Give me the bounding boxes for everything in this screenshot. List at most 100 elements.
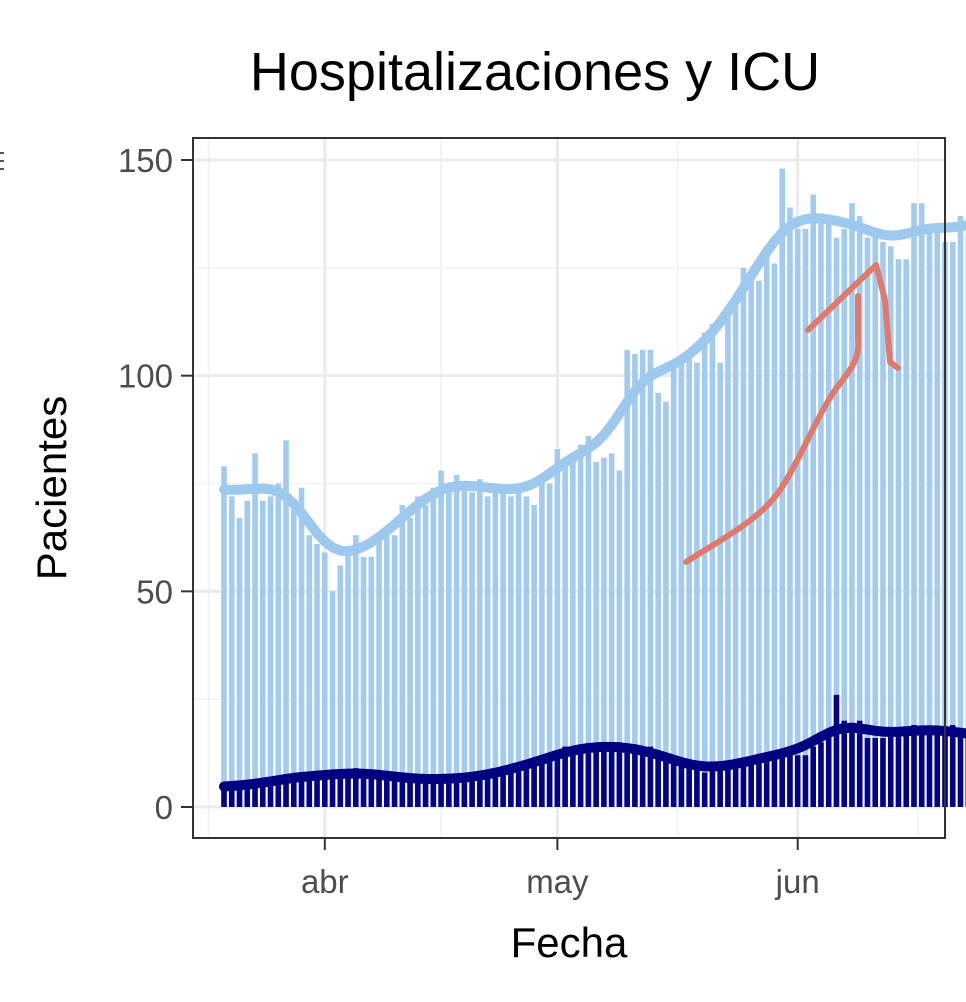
icu-bar: [477, 776, 483, 807]
icu-bar: [880, 737, 886, 807]
hospitalization-bar: [438, 470, 444, 807]
hospitalization-bar: [833, 237, 840, 807]
icu-bar: [252, 781, 258, 807]
icu-bar: [290, 776, 297, 807]
icu-bar: [236, 789, 243, 807]
icu-bar: [833, 694, 840, 807]
hospitalization-bar: [895, 259, 902, 807]
hospitalization-bar: [577, 444, 584, 807]
icu-bar: [911, 725, 917, 807]
icu-bar: [337, 772, 344, 807]
hospitalization-trend-line: [219, 213, 966, 557]
hospitalization-bar: [911, 203, 917, 808]
hand-drawn-arrow-annotation: [683, 262, 901, 565]
hospitalization-bar: [585, 436, 592, 807]
hospitalization-bar: [763, 246, 770, 807]
icu-bar: [949, 725, 956, 807]
icu-bar: [244, 785, 251, 807]
icu-bar: [663, 759, 669, 807]
hospitalization-bar: [531, 505, 537, 807]
icu-bar: [763, 755, 770, 807]
hospitalization-bar: [663, 401, 669, 807]
hospitalization-bar: [849, 203, 855, 808]
icu-bar: [577, 746, 584, 807]
annotation-stroke: [683, 293, 862, 565]
hospitalization-bar: [655, 392, 661, 807]
icu-bar: [655, 750, 661, 807]
hospitalization-bar: [290, 509, 297, 807]
hospitalization-bar: [345, 552, 351, 807]
hospitalization-bar: [864, 237, 871, 807]
icu-bar: [895, 733, 902, 807]
icu-bar: [864, 737, 871, 807]
hospitalization-bar: [461, 483, 468, 807]
hospitalization-bar: [415, 496, 421, 807]
icu-bar: [508, 768, 514, 807]
hospitalization-bar: [306, 535, 313, 807]
hospitalization-bar: [639, 349, 646, 807]
icu-bar: [515, 763, 522, 807]
hospitalization-bar: [523, 496, 530, 807]
hospitalization-bar: [430, 487, 437, 807]
hospitalization-bar: [748, 276, 754, 808]
smoothed-lines: [219, 213, 966, 792]
icu-bar: [221, 785, 227, 807]
hospitalization-bar: [593, 461, 599, 807]
hospitalization-bar: [546, 483, 553, 807]
icu-bar: [360, 772, 367, 807]
x-tick-label: abr: [301, 863, 349, 900]
icu-bar: [725, 768, 731, 807]
icu-bar: [546, 759, 553, 807]
hospitalization-bar: [624, 349, 630, 807]
hospitalization-bar: [453, 474, 460, 807]
hospitalization-bar: [252, 453, 258, 807]
hospitalization-bar: [709, 323, 716, 807]
hospitalization-bar: [353, 535, 359, 807]
hospitalization-bar: [376, 539, 382, 807]
icu-bar: [422, 781, 429, 807]
icu-bar: [275, 781, 282, 807]
icu-bar: [624, 746, 630, 807]
hospitalization-bar: [841, 229, 848, 808]
hospitalization-bar: [608, 453, 615, 807]
icu-bar: [732, 763, 739, 807]
icu-bar: [740, 763, 747, 807]
hospitalization-bar: [957, 216, 964, 807]
icu-bar: [267, 781, 274, 807]
hospitalization-bar: [756, 280, 762, 808]
hospitalization-bar: [810, 194, 816, 808]
hospitalization-bar: [314, 543, 320, 807]
clipped-legend-fragment: [0, 152, 4, 170]
icu-bars: [221, 694, 966, 807]
icu-bar: [918, 729, 925, 807]
icu-bar: [686, 768, 692, 807]
hospitalization-bars: [221, 168, 966, 808]
icu-bar: [802, 755, 809, 807]
icu-bar: [748, 759, 754, 807]
y-tick-label: 100: [118, 358, 173, 395]
icu-bar: [632, 750, 638, 807]
hospitalization-bar: [562, 461, 568, 807]
icu-bar: [306, 772, 313, 807]
annotation-stroke: [805, 262, 901, 371]
x-tick-label: jun: [775, 863, 820, 900]
hospitalization-bar: [732, 298, 739, 807]
hospitalization-bar: [725, 315, 731, 807]
hospitalization-bar: [337, 565, 344, 807]
hospitalization-bar: [856, 216, 863, 807]
hospitalization-bar: [794, 229, 801, 808]
hospitalization-bar: [601, 457, 607, 807]
icu-bar: [322, 776, 328, 807]
hospitalization-bar: [298, 487, 305, 807]
hospitalization-bar: [446, 487, 452, 807]
hospitalization-bar: [360, 556, 367, 807]
icu-bar: [756, 759, 762, 807]
hospitalization-bar: [368, 556, 375, 807]
icu-bar: [957, 729, 964, 807]
hospitalization-bar: [926, 224, 933, 807]
hospitalization-bar: [825, 216, 832, 807]
icu-bar: [678, 763, 685, 807]
icu-bar: [484, 776, 491, 807]
hospitalization-bar: [647, 349, 654, 807]
icu-bar: [903, 729, 910, 807]
